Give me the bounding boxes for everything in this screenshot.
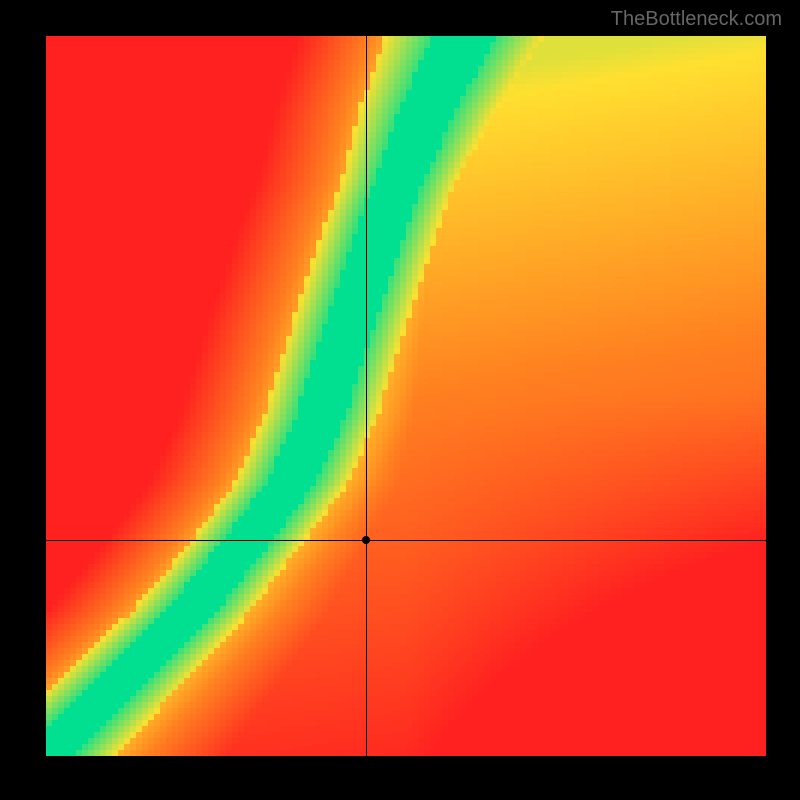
crosshair-vertical xyxy=(366,36,367,756)
crosshair-horizontal xyxy=(46,540,766,541)
heatmap-canvas xyxy=(46,36,766,756)
watermark-text: TheBottleneck.com xyxy=(611,8,782,31)
crosshair-marker xyxy=(362,536,370,544)
bottleneck-heatmap xyxy=(46,36,766,756)
